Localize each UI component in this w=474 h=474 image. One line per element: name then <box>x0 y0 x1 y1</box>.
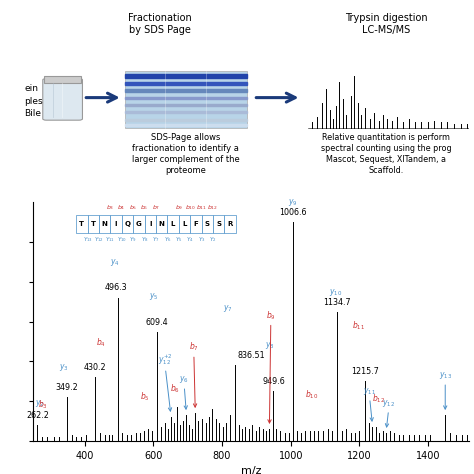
Text: $y_6$: $y_6$ <box>179 374 189 385</box>
Text: $y_2$: $y_2$ <box>35 398 44 409</box>
Text: L: L <box>171 221 175 227</box>
Bar <box>76 215 88 233</box>
Text: 1215.7: 1215.7 <box>351 367 379 376</box>
Text: N: N <box>159 221 164 227</box>
Text: 609.4: 609.4 <box>145 318 168 327</box>
Bar <box>125 74 247 78</box>
Text: 430.2: 430.2 <box>84 363 106 372</box>
Text: S: S <box>205 221 210 227</box>
Text: T: T <box>91 221 96 227</box>
Bar <box>125 111 247 113</box>
Text: $b_9$: $b_9$ <box>266 309 276 321</box>
Text: $Y_{7}$: $Y_{7}$ <box>152 235 160 244</box>
Text: 262.2: 262.2 <box>26 411 49 420</box>
Text: $b_{12}$: $b_{12}$ <box>208 203 219 212</box>
Bar <box>125 89 247 92</box>
Text: I: I <box>149 221 152 227</box>
Text: SDS-Page allows
fractionation to identify a
larger complement of the
proteome: SDS-Page allows fractionation to identif… <box>132 133 240 175</box>
Text: $b_{6}$: $b_{6}$ <box>140 203 149 212</box>
Text: $Y_{2}$: $Y_{2}$ <box>209 235 217 244</box>
Text: $b_{10}$: $b_{10}$ <box>305 389 319 401</box>
Text: $b_{4}$: $b_{4}$ <box>118 203 126 212</box>
Text: $y_{11}$: $y_{11}$ <box>363 386 376 397</box>
Text: 1006.6: 1006.6 <box>279 208 307 217</box>
Text: S: S <box>216 221 221 227</box>
Text: F: F <box>193 221 198 227</box>
Text: $b_{11}$: $b_{11}$ <box>352 319 365 331</box>
Bar <box>201 215 213 233</box>
Text: $b_7$: $b_7$ <box>189 341 199 354</box>
Text: 836.51: 836.51 <box>237 351 265 360</box>
FancyBboxPatch shape <box>43 79 82 120</box>
Text: 349.2: 349.2 <box>56 383 79 392</box>
Bar <box>125 97 247 100</box>
Bar <box>133 215 145 233</box>
Text: $b_5$: $b_5$ <box>140 391 150 403</box>
Bar <box>44 76 81 82</box>
Text: R: R <box>228 221 233 227</box>
Bar <box>125 124 247 126</box>
Text: $b_{3}$: $b_{3}$ <box>106 203 115 212</box>
Bar <box>110 215 122 233</box>
Bar <box>156 215 167 233</box>
Text: $y_{10}$: $y_{10}$ <box>329 287 342 298</box>
Bar <box>125 104 247 107</box>
Bar <box>125 82 247 85</box>
Text: $y_5$: $y_5$ <box>148 291 158 302</box>
Bar <box>224 215 236 233</box>
Text: $y_4$: $y_4$ <box>110 257 120 268</box>
Text: $y_3$: $y_3$ <box>59 362 69 373</box>
Bar <box>99 215 110 233</box>
Text: $Y_{12}$: $Y_{12}$ <box>94 235 104 244</box>
Bar <box>190 215 201 233</box>
Text: 1134.7: 1134.7 <box>323 298 351 307</box>
Text: $Y_{5}$: $Y_{5}$ <box>175 235 182 244</box>
X-axis label: m/z: m/z <box>241 466 262 474</box>
Text: T: T <box>79 221 84 227</box>
Text: 949.6: 949.6 <box>262 377 285 386</box>
Text: Q: Q <box>124 221 130 227</box>
Text: Fractionation
by SDS Page: Fractionation by SDS Page <box>128 13 191 35</box>
Text: Trypsin digestion
LC-MS/MS: Trypsin digestion LC-MS/MS <box>345 13 428 35</box>
Text: $Y_{6}$: $Y_{6}$ <box>164 235 171 244</box>
Text: G: G <box>136 221 142 227</box>
Text: $y_{13}$: $y_{13}$ <box>438 370 452 381</box>
Text: $b_4$: $b_4$ <box>96 337 105 349</box>
Text: $b_{9}$: $b_{9}$ <box>174 203 183 212</box>
Text: $y_{12}^{+2}$: $y_{12}^{+2}$ <box>158 352 173 367</box>
Text: I: I <box>115 221 117 227</box>
Text: $b_{12}$: $b_{12}$ <box>372 392 385 405</box>
Bar <box>88 215 99 233</box>
Text: L: L <box>182 221 187 227</box>
Bar <box>125 71 247 128</box>
Bar <box>125 119 247 120</box>
Text: N: N <box>102 221 108 227</box>
Text: $b_{7}$: $b_{7}$ <box>152 203 160 212</box>
Bar <box>179 215 190 233</box>
Bar <box>145 215 156 233</box>
Text: ein
ples
Bile: ein ples Bile <box>25 84 43 118</box>
Text: $Y_{13}$: $Y_{13}$ <box>82 235 92 244</box>
Bar <box>167 215 179 233</box>
Text: $Y_{8}$: $Y_{8}$ <box>141 235 148 244</box>
Text: $b_{11}$: $b_{11}$ <box>196 203 207 212</box>
Text: $b_6$: $b_6$ <box>170 383 180 395</box>
Text: $y_{12}$: $y_{12}$ <box>382 398 395 409</box>
Text: $Y_{3}$: $Y_{3}$ <box>198 235 205 244</box>
Text: $y_8$: $y_8$ <box>265 340 275 351</box>
Text: Relative quantitation is perform
spectral counting using the prog
Mascot, Seques: Relative quantitation is perform spectra… <box>321 133 452 175</box>
Text: $b_{5}$: $b_{5}$ <box>129 203 137 212</box>
Text: $y_7$: $y_7$ <box>223 302 233 314</box>
Text: $y_9$: $y_9$ <box>288 197 298 208</box>
Bar <box>213 215 224 233</box>
Bar <box>122 215 133 233</box>
Text: $Y_{4}$: $Y_{4}$ <box>186 235 194 244</box>
Text: $b_{10}$: $b_{10}$ <box>184 203 196 212</box>
Text: $Y_{10}$: $Y_{10}$ <box>117 235 127 244</box>
Text: $b_3$: $b_3$ <box>38 399 48 411</box>
Text: $Y_{9}$: $Y_{9}$ <box>129 235 137 244</box>
Text: $Y_{11}$: $Y_{11}$ <box>105 235 115 244</box>
Text: 496.3: 496.3 <box>104 283 127 292</box>
